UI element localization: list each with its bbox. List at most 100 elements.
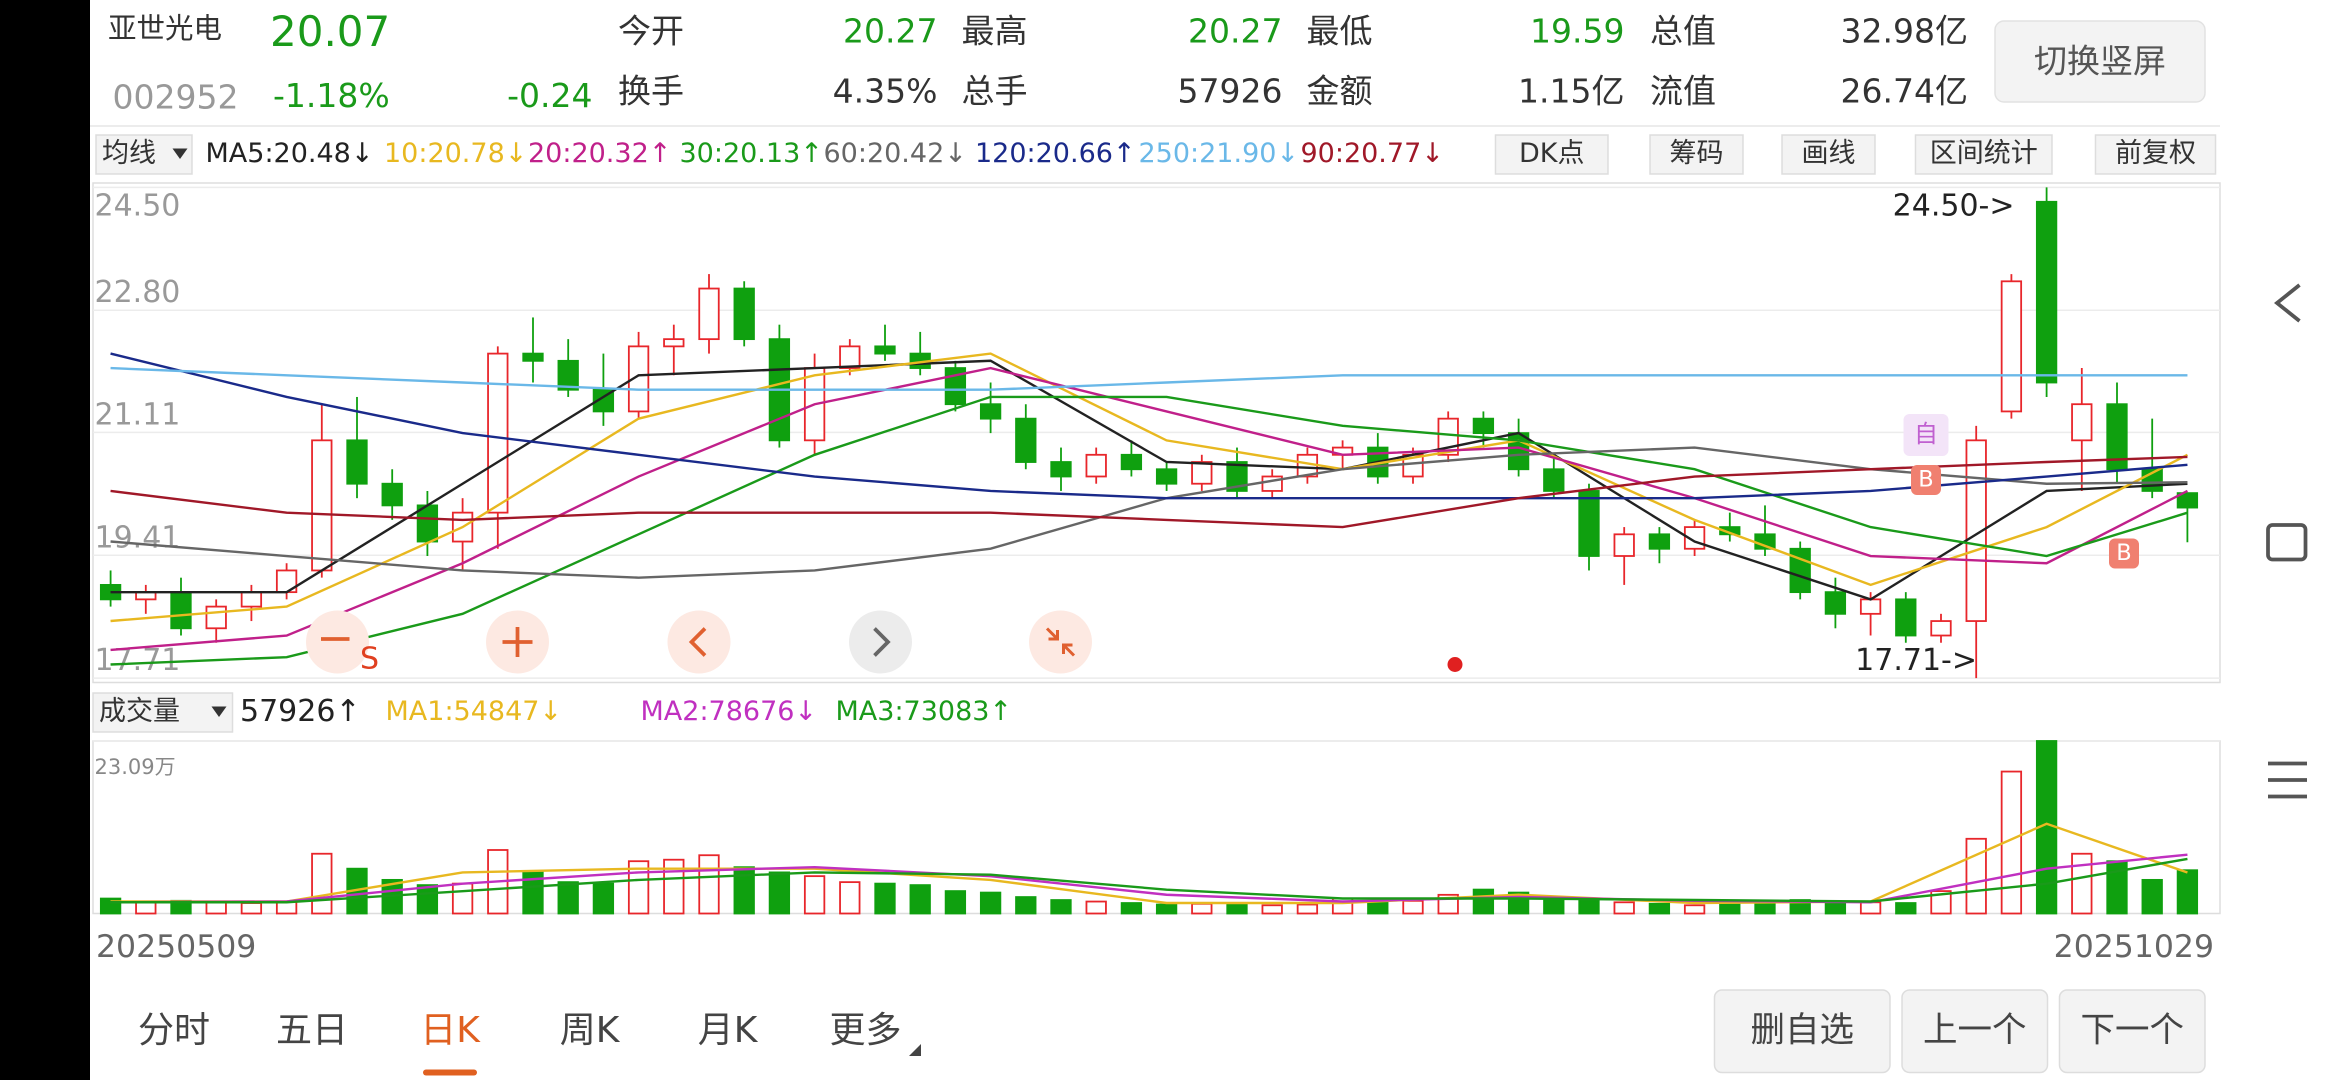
tab[interactable]: 更多 — [829, 1010, 901, 1051]
candle-body — [698, 287, 720, 341]
ma-legend: 60:20.42↓ — [824, 138, 967, 169]
change-pct: -1.18% — [273, 76, 390, 115]
toolbar-button[interactable] — [1494, 134, 1609, 175]
volume-bar — [2141, 878, 2163, 915]
stock-name: 亚世光电 — [108, 12, 222, 45]
volume-bar — [1683, 904, 1706, 915]
volume-bar — [1824, 900, 1847, 915]
volume-bar — [1015, 896, 1037, 915]
next-button[interactable] — [849, 610, 912, 674]
volume-select[interactable] — [92, 692, 234, 733]
ma-legend: MA3:73083↑ — [836, 696, 1013, 727]
candle-body — [1648, 533, 1671, 550]
ma-legend: MA1:54847↓ — [386, 696, 563, 727]
candle-body — [240, 591, 263, 608]
volume-bar — [1930, 890, 1952, 915]
ma-line — [110, 395, 2188, 666]
shrink-icon — [1045, 627, 1076, 657]
toolbar-button[interactable] — [1781, 134, 1876, 175]
footer-button[interactable] — [2058, 989, 2206, 1074]
annotation: B — [2116, 540, 2131, 566]
price: 20.07 — [270, 7, 390, 56]
tab[interactable]: 分时 — [138, 1010, 210, 1051]
change: -0.24 — [507, 76, 592, 115]
candle-body — [2071, 403, 2093, 442]
prev-button[interactable] — [667, 610, 731, 674]
tab[interactable]: 月K — [698, 1010, 759, 1051]
candle-body — [1895, 598, 1917, 637]
stat-value: 19.59 — [1530, 12, 1624, 51]
footer-button[interactable] — [1713, 989, 1891, 1074]
stat-value: 26.74亿 — [1841, 72, 1968, 111]
ma-legend: 10:20.78↓ — [384, 138, 527, 169]
annotation: B — [1918, 467, 1933, 493]
volume-bar — [416, 884, 439, 915]
volume-current: 57926↑ — [240, 694, 361, 729]
volume-bar — [2176, 869, 2199, 915]
nav-home[interactable] — [2266, 523, 2308, 562]
volume-bar — [768, 871, 791, 915]
candle-body — [2106, 403, 2128, 471]
orientation-button[interactable] — [1994, 20, 2206, 103]
y-tick-label: 17.71 — [95, 643, 181, 678]
candle-body — [1578, 490, 1600, 557]
volume-bar — [1472, 888, 1495, 915]
volume-select-label: 成交量 — [99, 696, 180, 727]
ma-legend: 250:21.90↓ — [1139, 138, 1300, 169]
volume-bar — [1578, 897, 1600, 915]
volume-bar — [1155, 903, 1178, 915]
candle-body — [1191, 461, 1213, 485]
chart-controls — [306, 610, 1463, 674]
toolbar-button[interactable] — [1649, 134, 1744, 175]
tab[interactable]: 五日 — [276, 1010, 348, 1051]
candle-body — [733, 287, 755, 341]
candle-body — [1226, 461, 1248, 492]
candle-body — [1543, 468, 1565, 492]
footer-button[interactable] — [1901, 989, 2049, 1074]
volume-bar — [2071, 852, 2093, 915]
stat-value: 20.27 — [1188, 12, 1282, 51]
candle-body — [1719, 526, 1741, 536]
toolbar-button-label: 画线 — [1802, 138, 1856, 169]
volume-bar — [311, 852, 333, 915]
ma-select[interactable] — [95, 134, 193, 175]
ma-legend: 30:20.13↑ — [680, 138, 823, 169]
candle-body — [1930, 620, 1952, 637]
volume-bar — [874, 882, 896, 915]
toolbar-button[interactable] — [2094, 134, 2217, 175]
candle-body — [1120, 453, 1143, 471]
nav-back[interactable] — [2273, 283, 2301, 323]
volume-bar — [522, 871, 544, 915]
position-dot — [1447, 657, 1463, 672]
y-tick-label: 24.50 — [95, 188, 181, 223]
volume-bar — [1719, 903, 1741, 915]
footer-button-label: 删自选 — [1751, 1011, 1855, 1051]
candle-body — [522, 352, 544, 362]
more-arrow — [909, 1044, 921, 1056]
volume-bar — [1296, 903, 1319, 915]
shrink-button[interactable] — [1029, 610, 1092, 674]
tab[interactable]: 周K — [560, 1010, 621, 1051]
footer: 分时 五日 日K 周K 月K 更多 删自选 上一个 下一个 — [138, 989, 2206, 1076]
nav-menu[interactable] — [2268, 761, 2307, 799]
volume-bar — [1085, 900, 1107, 915]
volume-bar — [205, 901, 227, 915]
volume-bar — [979, 891, 1002, 915]
stat-label: 总手 — [962, 72, 1028, 111]
annotation-box — [2109, 538, 2139, 569]
volume-bar — [944, 890, 967, 915]
toolbar-button[interactable] — [1914, 134, 2053, 175]
candle-body — [1015, 417, 1037, 463]
volume-bar — [451, 882, 474, 915]
volume-bar — [557, 881, 579, 915]
tab[interactable]: 日K — [420, 1010, 481, 1051]
ma-legend: 120:20.66↑ — [975, 138, 1136, 169]
candle-body — [346, 439, 368, 485]
y-tick-label: 19.41 — [95, 520, 181, 555]
left-bar — [0, 0, 90, 1080]
candle-body — [1859, 598, 1882, 615]
volume-bar — [909, 884, 931, 915]
zoom-out-button[interactable] — [306, 610, 369, 674]
stat-value: 32.98亿 — [1841, 12, 1968, 51]
